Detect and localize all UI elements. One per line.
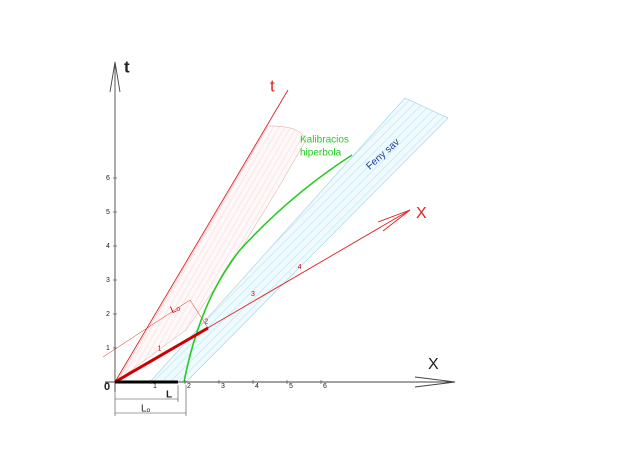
aux-line: [189, 299, 209, 329]
proper-length-label: Lₒ: [169, 302, 182, 316]
dimension-lines: [114, 385, 187, 416]
x-prime-tick-label: 4: [298, 264, 302, 271]
t-arrow: [109, 61, 121, 93]
hyperbola-label: hiperbola: [300, 148, 342, 159]
x-tick-label: 6: [323, 383, 327, 390]
t-tick-label: 5: [106, 209, 110, 216]
t-tick-label: 1: [106, 345, 110, 352]
hyperbola-label: Kalibracios: [300, 135, 349, 146]
t-axis-label: t: [124, 57, 130, 76]
t-prime-label: t: [270, 76, 275, 95]
x-axis-label: X: [428, 356, 439, 373]
t-tick-label: 3: [106, 277, 110, 284]
proper-length-label: Lₒ: [141, 404, 151, 415]
x-tick-label: 2: [187, 383, 191, 390]
x-tick-label: 3: [221, 383, 225, 390]
t-tick-label: 6: [106, 175, 110, 182]
moving-rod: [114, 326, 209, 384]
origin-label: 0: [104, 381, 110, 393]
x-prime-tick-label: 3: [251, 291, 255, 298]
length-label: L: [166, 390, 172, 401]
x-prime-tick-label: 2: [204, 318, 208, 325]
x-prime-tick-label: 1: [158, 346, 162, 353]
x-tick-label: 4: [255, 383, 259, 390]
t-prime-axis: [114, 89, 289, 383]
t-tick-label: 4: [106, 243, 110, 250]
x-prime-label: X: [416, 205, 427, 222]
x-prime-arrow: [377, 209, 411, 232]
x-arrow: [414, 376, 456, 388]
shaded-regions: [117, 97, 449, 383]
x-tick-label: 5: [289, 383, 293, 390]
t-tick-label: 2: [106, 311, 110, 318]
x-tick-label: 1: [153, 383, 157, 390]
labels: t X 0 t X Kalibracios hiperbola Feny sav…: [104, 57, 439, 414]
aux-line: [102, 299, 191, 358]
